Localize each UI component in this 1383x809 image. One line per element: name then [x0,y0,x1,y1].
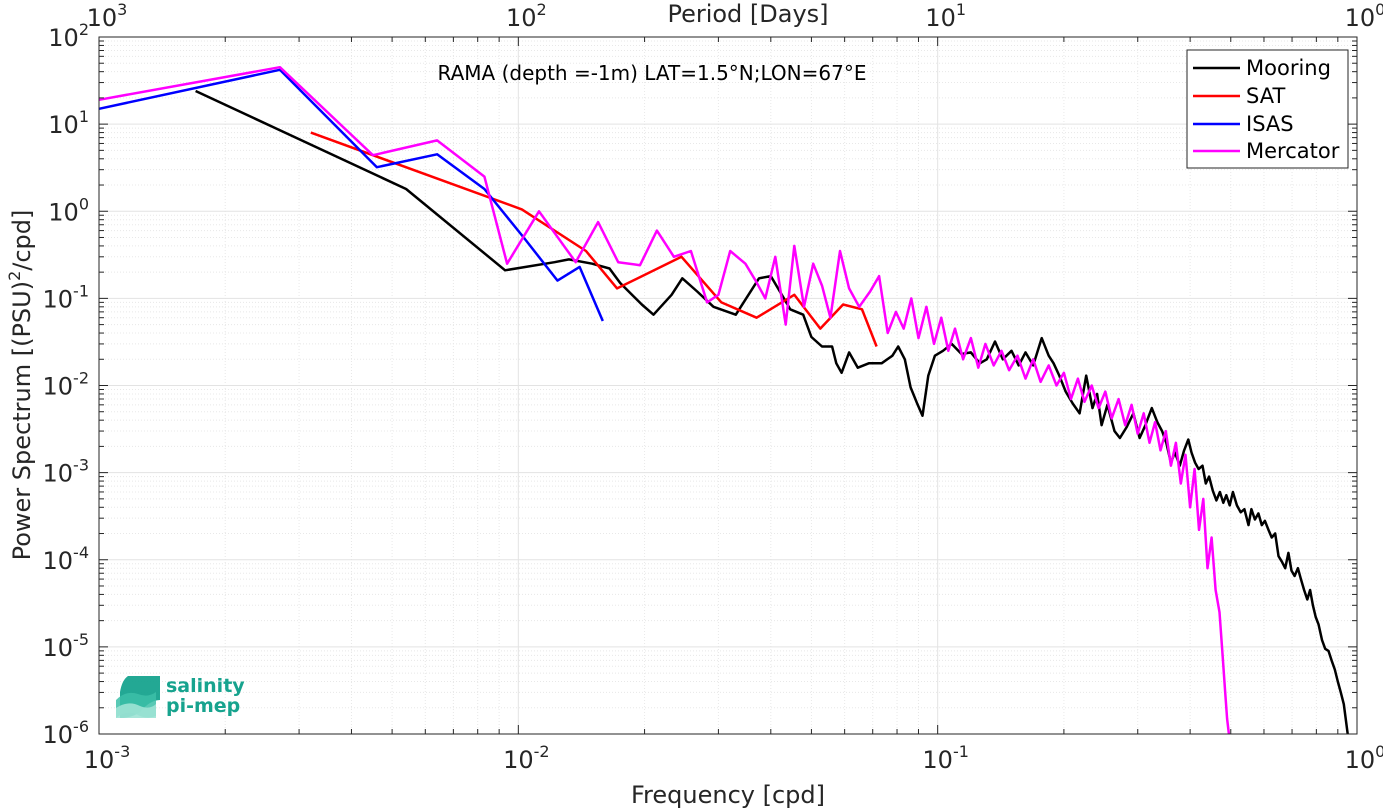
legend-box [1186,49,1349,169]
series-line-mooring [195,89,1349,735]
y-tick-label: 10-1 [43,281,90,313]
top-x-tick-label: 102 [506,0,547,32]
y-tick-label: 10-6 [43,717,90,749]
legend: Mooring SAT ISAS Mercator [1186,49,1349,169]
y-tick-label: 10-4 [43,543,90,575]
legend-label-mercator: Mercator [1246,139,1340,163]
salinity-pi-mep-logo: salinity pi-mep [116,675,245,718]
x-tick-label: 10-3 [84,742,131,774]
series-line-sat [310,131,878,347]
x-axis-title: Frequency [cpd] [631,781,825,809]
top-x-tick-label: 101 [925,0,966,32]
y-tick-label: 10-3 [43,456,90,488]
logo-line2: pi-mep [166,695,240,717]
chart-title: RAMA (depth =-1m) LAT=1.5°N;LON=67°E [438,61,867,85]
y-tick-label: 102 [48,20,89,52]
y-tick-label: 101 [48,107,89,139]
top-x-tick-label: 100 [1345,0,1383,32]
top-x-tick-label: 103 [87,0,128,32]
y-axis-title: Power Spectrum [(PSU)2/cpd] [5,210,36,561]
waves-icon [116,676,160,718]
x-tick-label: 10-1 [922,742,969,774]
series-group [98,65,1349,735]
y-tick-label: 100 [48,194,89,226]
logo-line1: salinity [166,675,245,697]
legend-label-mooring: Mooring [1246,56,1331,80]
ticks [98,37,1357,735]
y-tick-label: 10-2 [43,369,90,401]
legend-label-isas: ISAS [1246,112,1294,136]
legend-label-sat: SAT [1246,84,1285,108]
series-line-mercator [98,65,1231,735]
series-line-isas [98,68,604,322]
top-x-axis-title: Period [Days] [667,0,828,28]
x-tick-label: 10-2 [503,742,550,774]
y-tick-label: 10-5 [43,630,90,662]
x-tick-label: 100 [1345,742,1383,774]
grid [98,37,1357,735]
